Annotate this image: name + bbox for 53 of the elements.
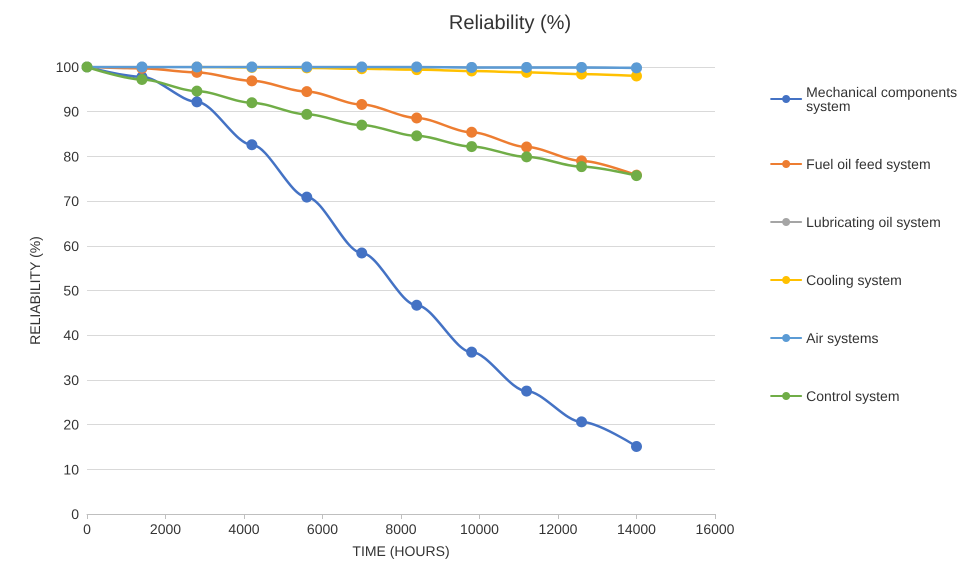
- point: [411, 130, 422, 142]
- y-tick-label: 40: [63, 327, 80, 344]
- point: [356, 120, 368, 131]
- y-tick-label: 100: [56, 59, 80, 75]
- point: [246, 139, 258, 150]
- legend-label: Control system: [806, 388, 900, 404]
- point: [191, 86, 202, 97]
- x-tick-label: 4000: [228, 521, 260, 537]
- x-axis-title: TIME (HOURS): [352, 543, 450, 559]
- point: [576, 161, 588, 172]
- x-tick-label: 12000: [538, 521, 578, 537]
- point: [466, 141, 478, 152]
- y-tick-label: 90: [63, 104, 80, 120]
- y-tick-label: 10: [63, 461, 80, 478]
- legend-label: Air systems: [806, 330, 878, 346]
- point: [411, 112, 422, 124]
- legend-label: Lubricating oil system: [806, 214, 941, 230]
- point: [521, 151, 532, 162]
- point: [631, 441, 642, 452]
- point: [576, 416, 588, 428]
- y-tick-label: 0: [71, 506, 80, 522]
- y-tick-label: 30: [63, 372, 80, 388]
- y-tick-label: 50: [63, 282, 80, 298]
- x-tick-label: 14000: [617, 521, 656, 537]
- point: [246, 75, 258, 86]
- y-tick-label: 60: [63, 238, 80, 254]
- legend-label: Cooling system: [806, 272, 902, 288]
- point: [246, 97, 258, 108]
- point: [521, 142, 532, 153]
- x-tick-label: 10000: [460, 521, 500, 537]
- chart-title: Reliability (%): [448, 12, 572, 34]
- y-tick-label: 20: [63, 416, 80, 433]
- point: [356, 99, 368, 110]
- y-axis-title: RELIABILITY (%): [27, 236, 43, 345]
- y-tick-label: 70: [63, 193, 80, 210]
- point: [521, 386, 532, 397]
- point: [466, 126, 478, 138]
- legend-label: Mechanical components system: [806, 84, 962, 114]
- point: [301, 86, 312, 98]
- point: [356, 247, 368, 258]
- x-tick-label: 16000: [696, 521, 735, 537]
- x-tick-label: 8000: [385, 521, 417, 537]
- legend-label: Fuel oil feed system: [806, 156, 931, 172]
- x-tick-label: 6000: [306, 521, 338, 537]
- point: [466, 346, 478, 358]
- point: [191, 96, 202, 108]
- point: [136, 74, 148, 86]
- point: [301, 192, 312, 203]
- point: [301, 108, 312, 120]
- y-tick-label: 80: [63, 148, 80, 164]
- x-tick-label: 0: [83, 521, 92, 537]
- x-tick-label: 2000: [150, 521, 182, 537]
- point: [411, 300, 422, 311]
